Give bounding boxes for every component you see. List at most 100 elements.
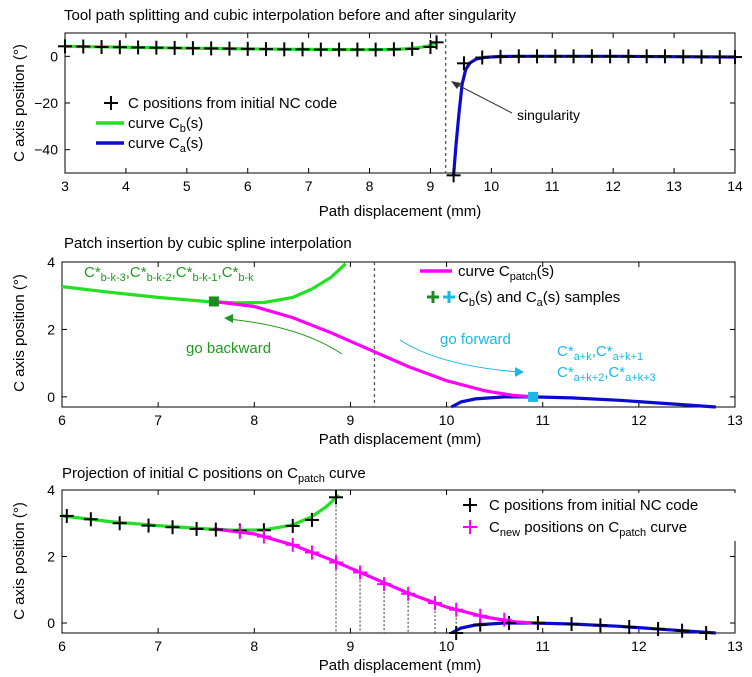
point-c-position [350,42,365,57]
x-tick-label: 6 [58,412,66,428]
y-tick-label: 2 [47,321,55,337]
legend-label-patch: curve Cpatch(s) [458,263,554,283]
x-tick-label: 9 [347,412,355,428]
point-c-position [699,626,714,640]
point-c-position [475,50,490,65]
x-tick-label: 13 [727,412,743,428]
point-c-position [712,50,727,65]
point-c-position [295,42,310,57]
chart-2-title: Patch insertion by cubic spline interpol… [64,235,352,252]
point-c-new [329,555,344,570]
x-tick-label: 6 [58,638,66,654]
chart-1-xlabel: Path displacement (mm) [319,203,482,220]
chart-1-ticks: 3 4 5 6 7 8 9 10 11 12 13 14 0 −20 −40 [34,33,743,194]
y-tick-label: 0 [47,615,55,631]
legend-marker-cb-sample [427,291,439,303]
point-c-position [657,49,672,64]
point-c-new [428,596,443,611]
point-c-position [429,35,444,50]
legend-marker-ca-sample [443,291,455,303]
legend-marker-c-positions [104,96,118,110]
go-backward-arrow [227,318,343,355]
x-tick-label: 3 [61,178,69,194]
y-tick-label: 2 [47,549,55,565]
point-c-new [497,612,512,627]
series-curve-patch [213,299,534,399]
point-c-position [603,49,618,64]
x-tick-label: 10 [439,638,455,654]
point-c-position [622,620,637,635]
x-tick-label: 10 [484,178,500,194]
x-tick-label: 13 [727,638,743,654]
singularity-arrowhead [451,81,461,89]
legend-label-cnew: Cnew positions on Cpatch curve [489,519,687,539]
point-c-position [222,41,237,56]
point-c-position [58,39,72,54]
x-tick-label: 9 [347,638,355,654]
series-curve-ca [450,395,716,409]
point-c-position [449,626,464,640]
x-tick-label: 7 [305,178,313,194]
y-tick-label: −40 [34,142,58,158]
point-c-new [285,537,300,552]
ca-samples-label-1: C*a+k,C*a+k+1 [557,343,643,363]
point-c-new [256,529,271,544]
point-c-position [530,49,545,64]
point-c-position [675,623,690,638]
go-forward-arrow [399,339,521,373]
chart-3-ticks: 6 7 8 9 10 11 12 13 0 2 4 [47,482,743,654]
ca-samples-label-2: C*a+k+2,C*a+k+3 [557,364,656,384]
chart-1-title: Tool path splitting and cubic interpolat… [64,7,516,24]
chart-3: Projection of initial C positions on Cpa… [11,465,751,674]
point-c-position [94,40,109,54]
y-tick-label: 0 [50,48,58,64]
chart-2-legend: curve Cpatch(s) Cb(s) and Ca(s) samples [420,263,620,309]
chart-3-legend-box [454,493,751,541]
x-tick-label: 12 [631,412,647,428]
point-c-position [304,512,319,527]
legend-marker-c-positions-3 [463,498,477,512]
chart-1-data [58,33,742,183]
go-backward-arrowhead [224,314,233,323]
point-c-position [141,518,156,533]
series-curve-patch [213,527,534,625]
point-c-position [208,522,223,537]
legend-label-c-positions-3: C positions from initial NC code [489,497,698,514]
point-c-new [473,608,488,623]
point-c-position [728,50,742,65]
point-c-position [368,42,383,57]
chart-1: Tool path splitting and cubic interpolat… [11,7,743,220]
x-tick-label: 10 [439,412,455,428]
series-curve-cb [61,262,347,305]
point-c-new [232,524,247,539]
point-c-position [511,49,526,64]
point-c-position [240,41,255,56]
go-forward-arrowhead [515,367,524,377]
chart-3-title: Projection of initial C positions on Cpa… [62,465,366,485]
point-c-position [149,40,164,55]
point-c-position [639,49,654,64]
x-tick-label: 11 [535,412,550,428]
point-c-position [493,49,508,64]
singularity-label: singularity [517,107,580,123]
chart-3-data [59,490,716,640]
x-tick-label: 11 [545,178,560,194]
point-c-position [332,42,347,57]
point-c-position [112,40,127,55]
x-tick-label: 5 [183,178,191,194]
point-c-position [621,49,636,64]
point-c-position [446,168,461,183]
x-tick-label: 6 [244,178,252,194]
chart-3-ylabel: C axis position (°) [11,502,28,620]
point-c-position [456,56,471,71]
chart-3-plot-area [61,489,736,634]
point-c-position [564,617,579,632]
legend-label-ca: curve Ca(s) [128,135,203,155]
point-c-position [593,618,608,633]
chart-2-data [61,262,716,409]
point-c-position [651,622,666,637]
y-tick-label: 0 [47,389,55,405]
x-tick-label: 14 [727,178,743,194]
x-tick-label: 12 [605,178,621,194]
